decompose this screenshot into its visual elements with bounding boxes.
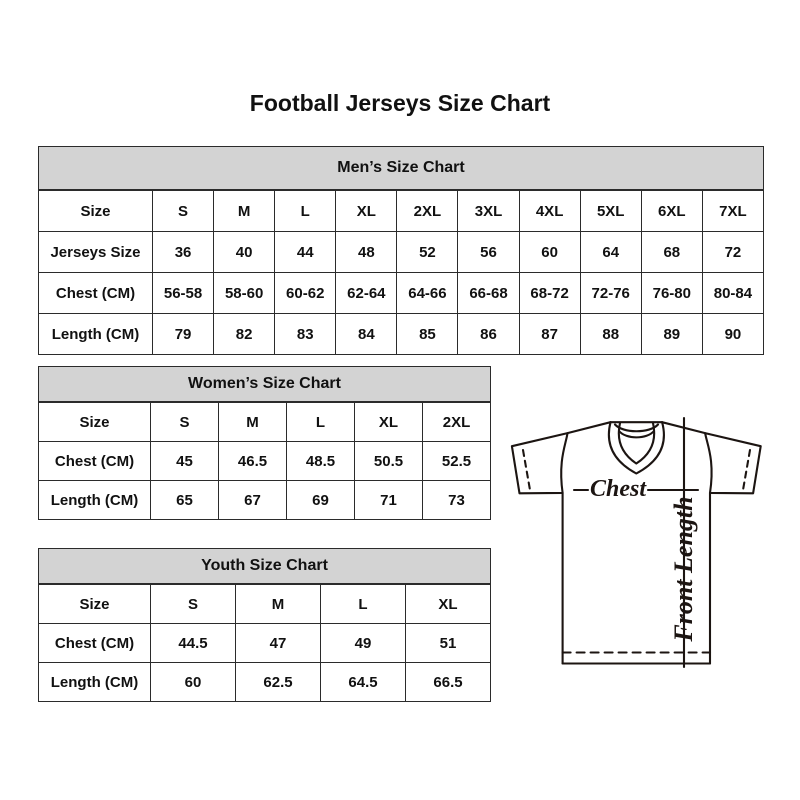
svg-text:Front Length: Front Length bbox=[669, 496, 698, 642]
svg-text:Chest: Chest bbox=[590, 476, 647, 502]
